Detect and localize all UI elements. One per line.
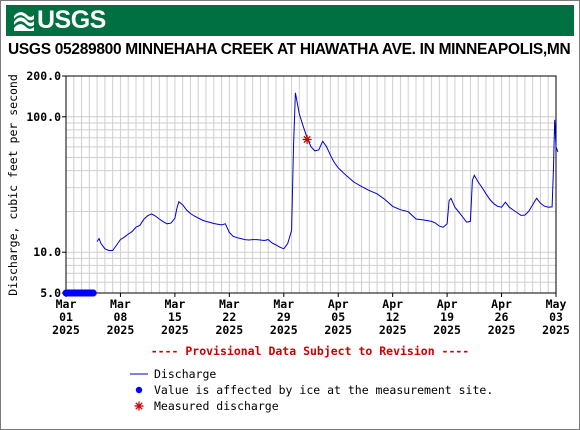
x-tick-label: Apr bbox=[382, 297, 403, 311]
legend-label: Discharge bbox=[154, 367, 216, 381]
y-axis-label: Discharge, cubic feet per second bbox=[6, 74, 20, 296]
chart-grid bbox=[65, 75, 557, 294]
y-tick-label: 10.0 bbox=[33, 245, 61, 259]
x-tick-label: May bbox=[546, 297, 567, 311]
chart-legend: Discharge Value is affected by ice at the… bbox=[130, 367, 493, 413]
x-axis: Mar012025Mar082025Mar152025Mar222025Mar2… bbox=[52, 293, 570, 337]
x-tick-label: 01 bbox=[59, 310, 73, 324]
x-tick-label: 26 bbox=[495, 310, 509, 324]
usgs-logo-text: USGS bbox=[37, 6, 106, 34]
x-tick-label: Mar bbox=[56, 297, 77, 311]
y-tick-label: 200.0 bbox=[26, 69, 61, 83]
x-tick-label: 2025 bbox=[52, 323, 80, 337]
provisional-note: ---- Provisional Data Subject to Revisio… bbox=[151, 344, 470, 358]
legend-label: Value is affected by ice at the measurem… bbox=[154, 383, 493, 397]
usgs-wave-icon bbox=[14, 11, 34, 31]
chart-title: USGS 05289800 MINNEHAHA CREEK AT HIAWATH… bbox=[8, 41, 571, 58]
legend-star-swatch bbox=[134, 401, 144, 411]
x-tick-label: 2025 bbox=[542, 323, 570, 337]
x-tick-label: 2025 bbox=[161, 323, 189, 337]
measured-discharge-marker bbox=[302, 134, 312, 144]
x-tick-label: Apr bbox=[328, 297, 349, 311]
x-tick-label: 08 bbox=[114, 310, 128, 324]
x-tick-label: Mar bbox=[164, 297, 185, 311]
x-tick-label: Mar bbox=[219, 297, 240, 311]
y-tick-label: 5.0 bbox=[40, 286, 61, 300]
usgs-banner: USGS bbox=[6, 5, 574, 36]
legend-label: Measured discharge bbox=[154, 399, 279, 413]
x-tick-label: 2025 bbox=[488, 323, 516, 337]
y-tick-label: 100.0 bbox=[26, 110, 61, 124]
x-tick-label: 19 bbox=[440, 310, 454, 324]
x-tick-label: 15 bbox=[168, 310, 182, 324]
x-tick-label: 2025 bbox=[324, 323, 352, 337]
plot-area-border bbox=[65, 75, 557, 294]
x-tick-label: 2025 bbox=[433, 323, 461, 337]
x-tick-label: 2025 bbox=[270, 323, 298, 337]
x-tick-label: 03 bbox=[549, 310, 563, 324]
x-tick-label: Apr bbox=[437, 297, 458, 311]
x-tick-label: Mar bbox=[110, 297, 131, 311]
x-tick-label: 05 bbox=[331, 310, 345, 324]
x-tick-label: Apr bbox=[491, 297, 512, 311]
y-axis: 5.0 10.0 100.0 200.0 bbox=[26, 69, 66, 300]
usgs-logo: USGS bbox=[13, 6, 106, 34]
x-tick-label: 29 bbox=[277, 310, 291, 324]
chart-series bbox=[62, 92, 559, 297]
x-tick-label: 2025 bbox=[107, 323, 135, 337]
x-tick-label: 12 bbox=[386, 310, 400, 324]
x-tick-label: 2025 bbox=[215, 323, 243, 337]
x-tick-label: Mar bbox=[273, 297, 294, 311]
x-tick-label: 22 bbox=[222, 310, 236, 324]
legend-dot-swatch bbox=[135, 386, 143, 394]
x-tick-label: 2025 bbox=[379, 323, 407, 337]
